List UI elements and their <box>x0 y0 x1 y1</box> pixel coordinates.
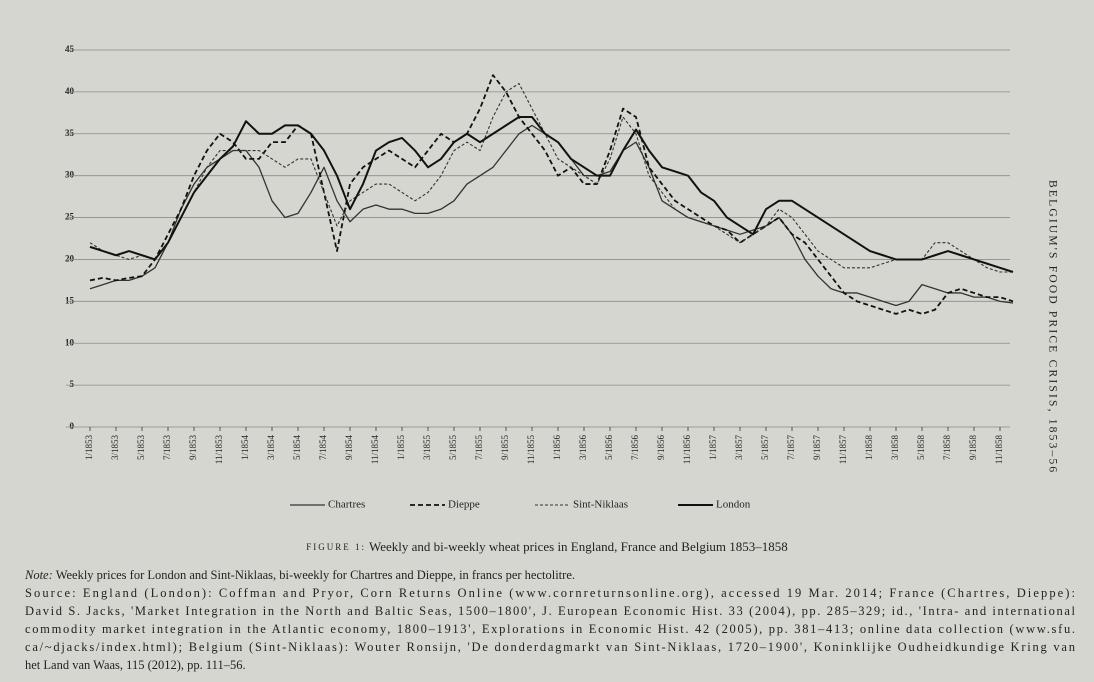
y-tick-label: 20 <box>65 254 75 264</box>
x-tick-label: 7/1853 <box>162 435 172 461</box>
x-tick-label: 7/1855 <box>474 435 484 461</box>
x-tick-label: 5/1854 <box>292 435 302 461</box>
x-tick-label: 3/1853 <box>110 435 120 461</box>
legend-label: Chartres <box>328 499 365 511</box>
x-tick-label: 3/1858 <box>890 435 900 461</box>
x-tick-label: 9/1855 <box>500 435 510 461</box>
x-tick-label: 9/1856 <box>656 435 666 461</box>
x-tick-label: 5/1858 <box>916 435 926 461</box>
x-tick-label: 5/1855 <box>448 435 458 461</box>
y-tick-label: 5 <box>70 379 75 389</box>
x-tick-label: 11/1857 <box>838 435 848 465</box>
note: Note: Weekly prices for London and Sint-… <box>24 568 575 582</box>
x-tick-label: 5/1857 <box>760 435 770 461</box>
x-tick-label: 3/1855 <box>422 435 432 461</box>
x-tick-label: 11/1855 <box>526 435 536 465</box>
x-tick-label: 3/1856 <box>578 435 588 461</box>
running-head: BELGIUM'S FOOD PRICE CRISIS, 1853–56 <box>1046 180 1058 474</box>
x-tick-label: 11/1854 <box>370 435 380 465</box>
x-tick-label: 7/1856 <box>630 435 640 461</box>
x-tick-label: 1/1853 <box>84 435 94 461</box>
x-tick-label: 7/1857 <box>786 435 796 461</box>
y-tick-label: 35 <box>65 128 75 138</box>
x-tick-label: 1/1856 <box>552 435 562 461</box>
series-line <box>89 116 1014 273</box>
x-tick-label: 7/1858 <box>942 435 952 461</box>
series-line <box>89 82 1013 273</box>
legend-label: London <box>716 499 751 511</box>
x-tick-label: 11/1853 <box>214 435 224 465</box>
source-line: David S. Jacks, 'Market Integration in t… <box>25 604 1076 618</box>
x-tick-label: 1/1858 <box>864 435 874 461</box>
x-tick-label: 11/1858 <box>994 435 1004 465</box>
source-line: het Land van Waas, 115 (2012), pp. 111–5… <box>25 658 246 672</box>
x-tick-label: 9/1854 <box>344 435 354 461</box>
series-line <box>89 124 1014 307</box>
source-line: commodity market integration in the Atla… <box>25 622 1075 636</box>
y-tick-label: 25 <box>65 212 75 222</box>
source-line: Source: England (London): Coffman and Pr… <box>25 586 1075 600</box>
y-tick-label: 10 <box>65 337 75 347</box>
y-tick-label: 40 <box>65 86 75 96</box>
x-tick-label: 7/1854 <box>318 435 328 461</box>
y-tick-label: 0 <box>70 421 75 431</box>
note-text: Weekly prices for London and Sint-Niklaa… <box>56 568 575 582</box>
caption: FIGURE 1: Weekly and bi-weekly wheat pri… <box>306 539 788 554</box>
legend-label: Dieppe <box>448 499 480 511</box>
x-tick-label: 1/1857 <box>708 435 718 461</box>
y-tick-label: 15 <box>65 295 75 305</box>
x-tick-label: 1/1855 <box>396 435 406 461</box>
x-tick-label: 1/1854 <box>240 435 250 461</box>
y-tick-label: 30 <box>65 170 75 180</box>
x-tick-label: 5/1856 <box>604 435 614 461</box>
x-tick-label: 5/1853 <box>136 435 146 461</box>
caption-label: FIGURE 1: <box>306 542 366 552</box>
x-tick-label: 9/1858 <box>968 435 978 461</box>
x-tick-label: 9/1857 <box>812 435 822 461</box>
caption-text: Weekly and bi-weekly wheat prices in Eng… <box>369 539 788 554</box>
note-label: Note: <box>24 568 53 582</box>
x-tick-label: 9/1853 <box>188 435 198 461</box>
y-tick-label: 45 <box>65 44 75 54</box>
x-tick-label: 11/1856 <box>682 435 692 465</box>
series-line <box>89 74 1014 315</box>
source-line: ca/~djacks/index.html); Belgium (Sint-Ni… <box>25 640 1076 654</box>
x-tick-label: 3/1854 <box>266 435 276 461</box>
x-tick-label: 3/1857 <box>734 435 744 461</box>
legend-label: Sint-Niklaas <box>573 499 628 511</box>
